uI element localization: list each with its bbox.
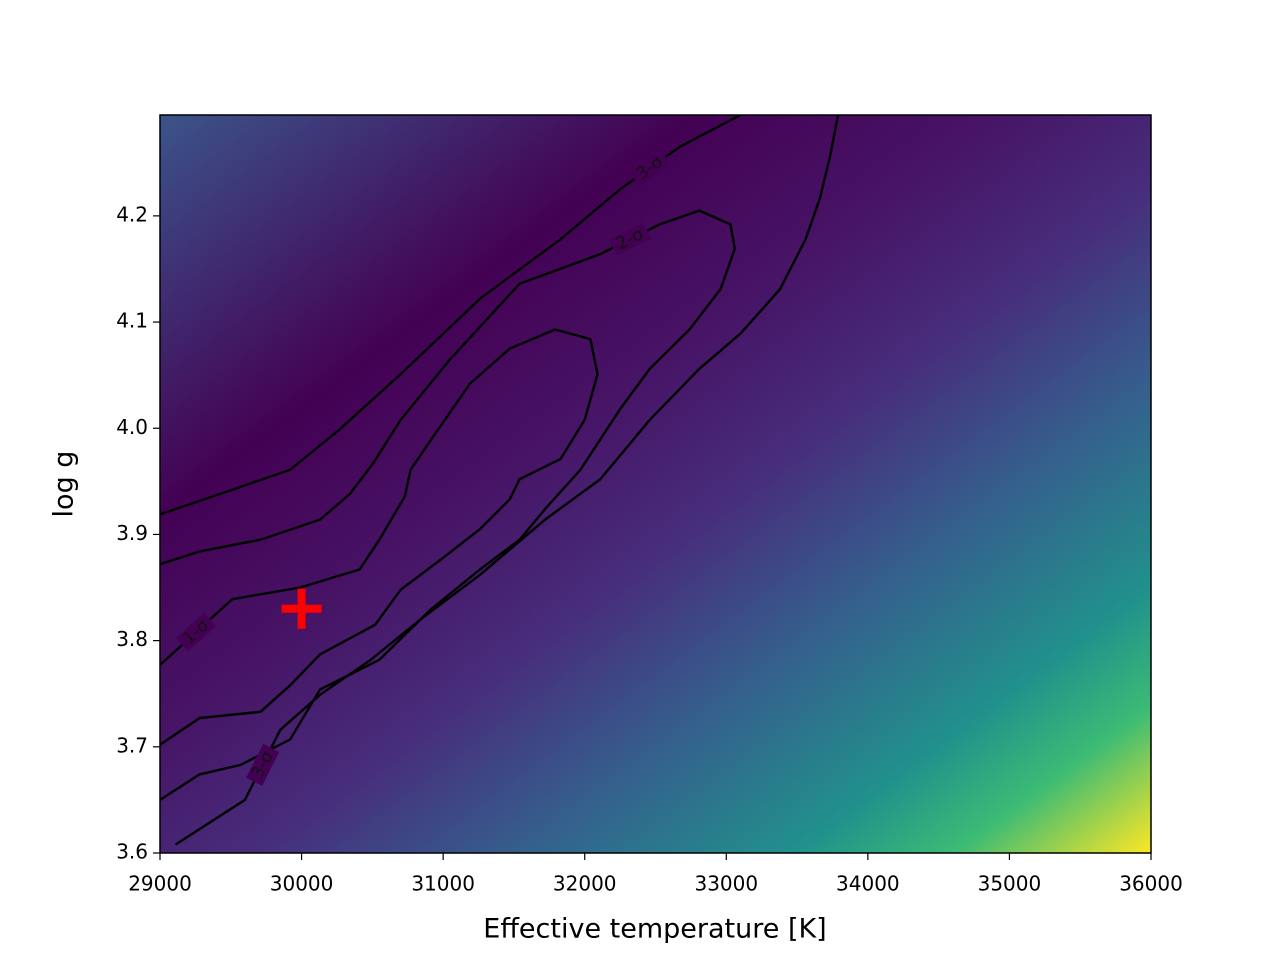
contour-line	[160, 328, 599, 746]
heatmap	[160, 115, 1151, 853]
x-tick-label: 32000	[553, 872, 617, 896]
y-tick-label: 3.9	[116, 521, 148, 545]
x-axis-label: Effective temperature [K]	[483, 914, 826, 945]
y-tick-label: 3.8	[116, 627, 148, 651]
axes-frame	[159, 114, 1152, 854]
y-tick-label: 3.7	[116, 733, 148, 757]
x-tick-label: 35000	[978, 872, 1042, 896]
x-tick-label: 36000	[1119, 872, 1183, 896]
y-tick-label: 4.1	[116, 309, 148, 333]
contour-label-bg	[246, 743, 280, 786]
contour-line	[160, 209, 737, 801]
x-tick-label: 34000	[836, 872, 900, 896]
x-tick-label: 31000	[411, 872, 475, 896]
contour-label-bg	[175, 612, 217, 652]
x-tick-label: 30000	[270, 872, 334, 896]
best-fit-marker	[281, 588, 322, 629]
x-tick-label: 29000	[128, 872, 192, 896]
y-tick-label: 3.6	[116, 840, 148, 864]
x-tick-label: 33000	[694, 872, 758, 896]
y-tick-label: 4.0	[116, 415, 148, 439]
y-tick-label: 4.2	[116, 202, 148, 226]
y-axis-label: log g	[49, 451, 80, 518]
contour-label-bg	[629, 149, 671, 187]
contour-label-bg	[608, 222, 652, 256]
